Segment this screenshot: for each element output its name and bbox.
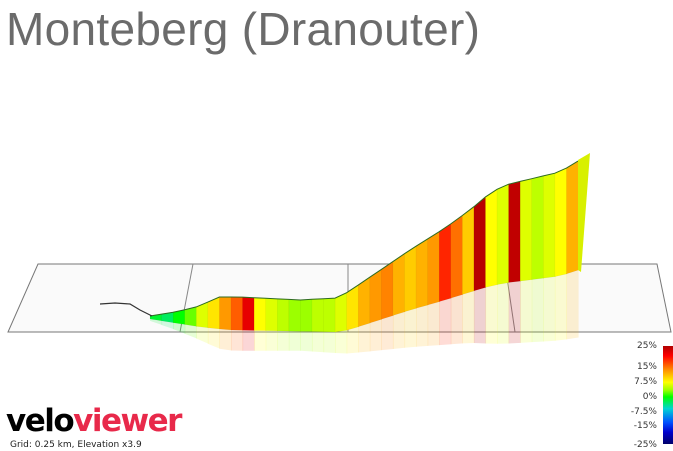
profile-segment — [519, 178, 533, 282]
profile-segment — [554, 167, 568, 277]
legend-label: 0% — [642, 392, 657, 402]
approach-route-line — [99, 302, 153, 317]
segment-reflection — [427, 301, 440, 346]
profile-segment — [438, 223, 452, 302]
segment-reflection — [184, 324, 197, 339]
profile-segment — [334, 292, 348, 333]
segment-reflection — [439, 298, 452, 346]
segment-reflection — [335, 330, 348, 354]
segment-reflection — [462, 290, 475, 344]
profile-segment — [404, 245, 417, 313]
segment-reflection — [242, 330, 255, 351]
profile-segment — [300, 299, 313, 332]
segment-reflection — [150, 319, 163, 326]
legend-label: -15% — [633, 421, 657, 431]
legend-label: 25% — [636, 341, 657, 351]
segment-reflection — [497, 282, 510, 344]
segment-reflection — [323, 331, 336, 354]
grid-caption: Grid: 0.25 km, Elevation x3.9 — [10, 440, 142, 450]
segment-reflection — [566, 270, 579, 340]
profile-segment — [357, 276, 371, 328]
profile-segment — [531, 175, 545, 280]
legend-label: 15% — [636, 362, 657, 372]
segment-reflection — [311, 331, 325, 353]
logo-velo: velo — [6, 403, 75, 439]
profile-segment — [242, 296, 255, 331]
segment-reflection — [369, 319, 382, 352]
legend-label: -25% — [633, 440, 657, 450]
profile-segment — [219, 296, 232, 331]
profile-segment — [566, 160, 579, 275]
profile-segment — [381, 261, 394, 320]
profile-segment — [415, 238, 429, 309]
profile-segment — [276, 298, 290, 332]
segment-reflection — [219, 328, 232, 351]
profile-reflection — [150, 270, 579, 354]
segment-reflection — [404, 308, 417, 348]
segment-reflection — [300, 331, 313, 352]
gradient-color-legend — [663, 346, 673, 444]
segment-reflection — [508, 281, 521, 344]
profile-segment — [485, 188, 498, 288]
segment-reflection — [230, 330, 244, 351]
profile-segment — [265, 298, 279, 332]
profile-segment — [369, 268, 383, 324]
segment-reflection — [346, 326, 359, 354]
segment-reflection — [554, 273, 568, 341]
segment-reflection — [450, 294, 463, 345]
profile-segment — [508, 181, 522, 283]
profile-segment — [253, 297, 267, 331]
veloviewer-logo: veloviewer — [6, 403, 182, 439]
segment-reflection — [358, 322, 371, 353]
logo-viewer: viewer — [73, 403, 182, 439]
segment-reflection — [161, 320, 174, 330]
profile-end-cap — [578, 153, 590, 272]
segment-reflection — [173, 322, 186, 334]
profile-segment — [311, 298, 325, 333]
segment-reflection — [277, 330, 290, 351]
profile-segment — [230, 296, 244, 331]
profile-segment — [427, 231, 441, 306]
profile-segment — [288, 299, 302, 332]
segment-reflection — [520, 279, 533, 343]
segment-reflection — [207, 327, 221, 349]
profile-segment — [543, 172, 556, 279]
profile-segment — [473, 196, 487, 292]
segment-reflection — [288, 331, 301, 351]
legend-label: -7.5% — [630, 407, 657, 417]
profile-top-outline — [149, 160, 579, 317]
segment-reflection — [531, 278, 544, 343]
segment-reflection — [473, 287, 487, 344]
segment-reflection — [381, 315, 394, 351]
segment-reflection — [392, 311, 406, 349]
segment-reflection — [416, 304, 429, 347]
profile-segment — [323, 297, 336, 333]
segment-reflection — [196, 326, 209, 344]
profile-segment — [496, 183, 510, 285]
segment-reflection — [265, 330, 278, 351]
segment-reflection — [543, 276, 556, 342]
profile-segment — [450, 215, 464, 299]
legend-label: 7.5% — [634, 377, 657, 387]
segment-reflection — [485, 284, 498, 344]
profile-segment — [462, 206, 475, 295]
profile-segment — [184, 306, 198, 327]
profile-segment — [392, 253, 406, 316]
profile-segments — [149, 153, 590, 333]
segment-reflection — [254, 330, 267, 351]
chart-title: Monteberg (Dranouter) — [6, 3, 481, 55]
